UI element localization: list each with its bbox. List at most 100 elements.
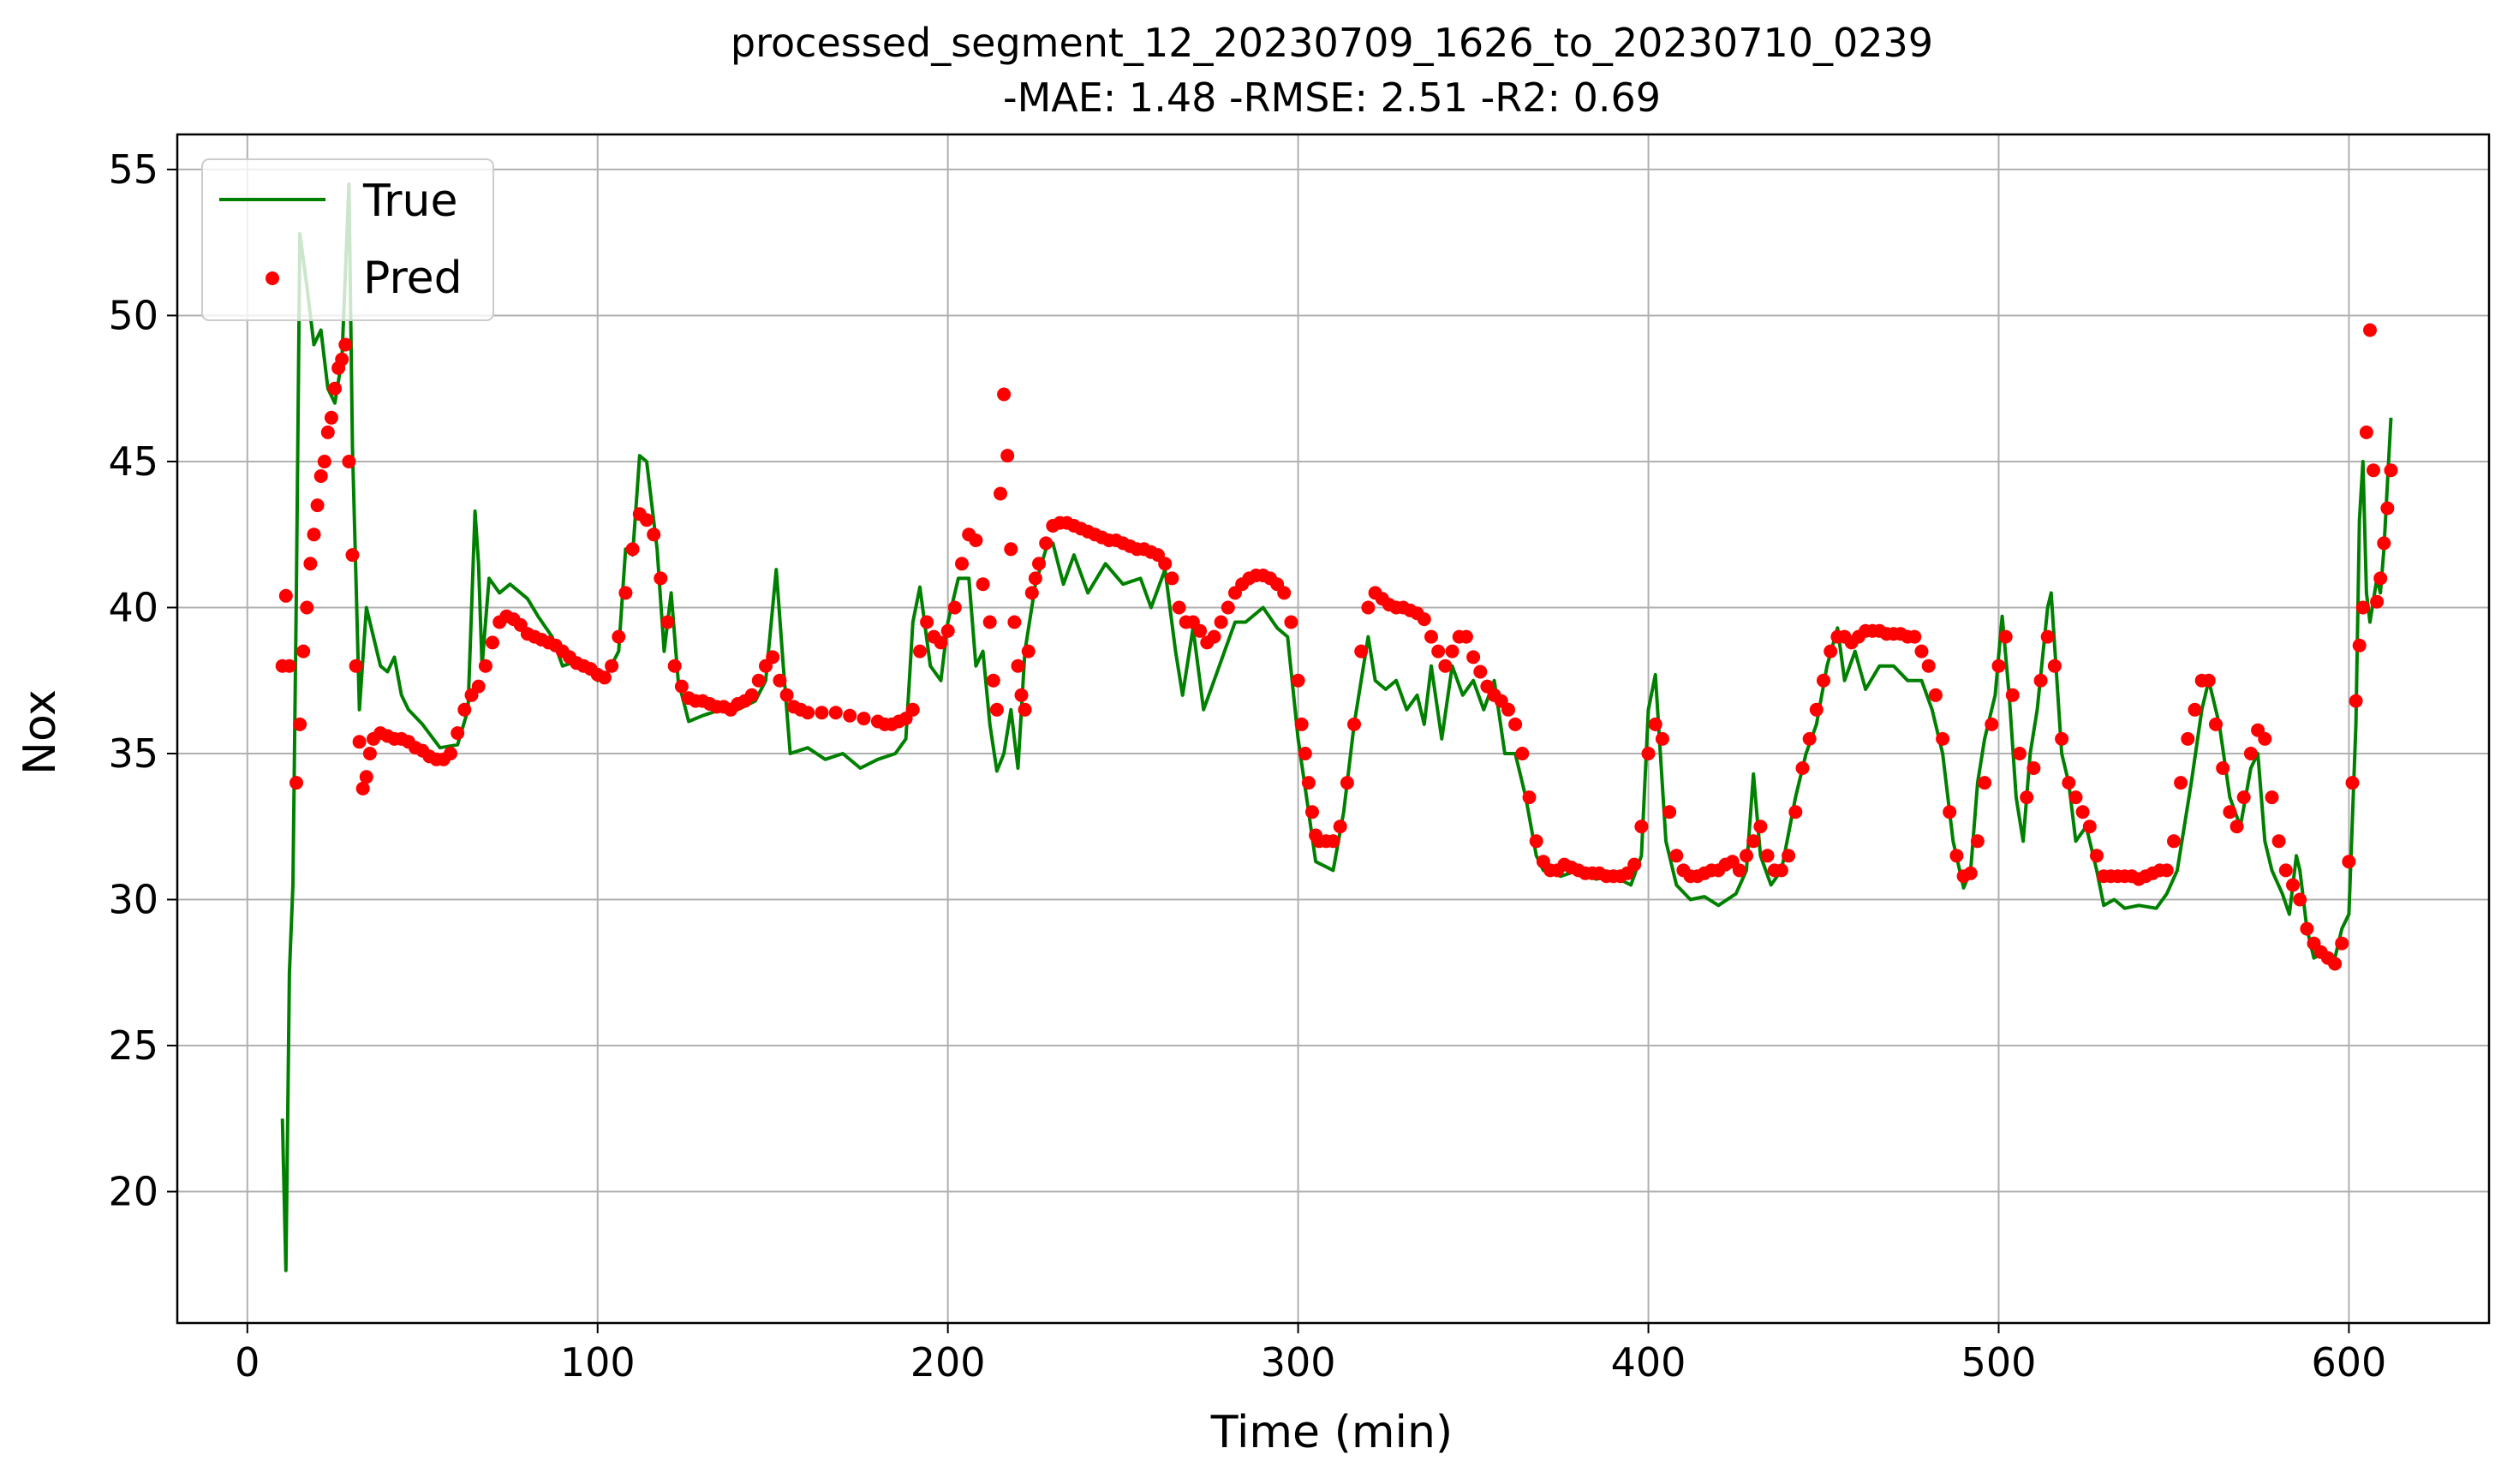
data-point	[773, 673, 787, 688]
data-point	[300, 600, 314, 615]
data-point	[1473, 665, 1488, 679]
data-point	[335, 352, 349, 367]
data-point	[1424, 629, 1438, 644]
data-point	[612, 629, 626, 644]
data-point	[290, 776, 303, 790]
data-point	[1445, 644, 1459, 659]
data-point	[1740, 849, 1753, 863]
data-point	[324, 410, 338, 425]
tick-labels: 0 100 200 300 400 500 600 20 25 30 35 40 45 50 55	[108, 146, 2386, 1386]
data-point	[1943, 805, 1957, 819]
x-tick-label: 400	[1611, 1339, 1686, 1386]
data-point	[934, 635, 948, 650]
legend-true-label: True	[362, 176, 457, 227]
data-point	[640, 513, 654, 527]
data-point	[2033, 673, 2048, 688]
data-point	[313, 469, 328, 483]
data-point	[2062, 776, 2076, 790]
data-point	[1508, 717, 1523, 731]
data-point	[744, 688, 759, 702]
data-point	[1998, 629, 2013, 644]
data-point	[2055, 731, 2069, 746]
data-point	[338, 337, 353, 352]
data-point	[667, 659, 682, 673]
data-point	[1354, 644, 1369, 659]
data-point	[2236, 790, 2251, 805]
data-point	[969, 533, 983, 547]
data-point	[1165, 571, 1179, 586]
data-point	[2328, 957, 2343, 971]
data-point	[1985, 717, 1999, 731]
data-point	[2005, 688, 2020, 702]
data-point	[2229, 819, 2244, 834]
data-point	[1277, 586, 1292, 600]
data-point	[2159, 863, 2174, 878]
data-point	[1529, 834, 1543, 849]
data-point	[486, 635, 499, 650]
data-point	[2342, 855, 2356, 869]
data-point	[2335, 936, 2349, 951]
data-point	[2384, 463, 2398, 478]
data-point	[359, 770, 373, 784]
y-tick-label: 20	[108, 1169, 158, 1215]
data-point	[605, 659, 619, 673]
data-point	[828, 706, 843, 720]
data-point	[2040, 629, 2055, 644]
chart-subtitle: -MAE: 1.48 -RMSE: 2.51 -R2: 0.69	[1003, 74, 1661, 121]
data-point	[2370, 594, 2385, 609]
data-point	[278, 588, 293, 603]
data-point	[920, 615, 934, 629]
data-point	[2286, 878, 2300, 892]
data-point	[320, 425, 335, 439]
data-point	[2363, 323, 2377, 337]
data-point	[1298, 747, 1312, 760]
data-point	[355, 781, 370, 796]
data-point	[2355, 600, 2370, 615]
data-point	[2359, 425, 2373, 439]
data-point	[989, 702, 1004, 717]
data-point	[2201, 673, 2216, 688]
data-point	[457, 702, 472, 717]
data-point	[1333, 819, 1347, 834]
data-point	[1970, 834, 1985, 849]
data-point	[647, 527, 661, 542]
data-point	[2082, 819, 2097, 834]
data-point	[1032, 557, 1046, 571]
data-point	[451, 726, 465, 741]
data-point	[2209, 717, 2223, 731]
data-point	[2300, 921, 2314, 936]
y-tick-label: 40	[108, 584, 158, 630]
data-point	[342, 455, 356, 468]
data-point	[2265, 790, 2279, 805]
data-point	[1732, 863, 1746, 878]
data-point	[1007, 615, 1022, 629]
data-point	[940, 623, 955, 638]
data-point	[2243, 747, 2258, 760]
data-point	[1648, 717, 1662, 731]
data-point	[362, 747, 377, 760]
data-point	[1438, 659, 1453, 673]
x-tick-label: 100	[560, 1339, 636, 1386]
data-point	[1361, 600, 1376, 615]
data-point	[478, 659, 492, 673]
data-point	[976, 577, 990, 592]
series-points-pred	[275, 323, 2398, 971]
data-point	[1662, 805, 1677, 819]
data-point	[1466, 650, 1481, 665]
data-point	[1753, 819, 1768, 834]
data-point	[2345, 776, 2360, 790]
y-tick-label: 55	[108, 146, 158, 193]
data-point	[1028, 571, 1042, 586]
x-tick-label: 200	[910, 1339, 986, 1386]
data-point	[1949, 849, 1964, 863]
y-tick-label: 35	[108, 730, 158, 777]
data-point	[2223, 805, 2237, 819]
data-point	[1024, 586, 1039, 600]
data-point	[307, 527, 321, 542]
data-point	[1627, 857, 1642, 872]
data-point	[1669, 849, 1684, 863]
data-point	[815, 706, 829, 720]
data-point	[857, 712, 871, 726]
data-point	[1795, 761, 1810, 775]
data-point	[1634, 819, 1649, 834]
